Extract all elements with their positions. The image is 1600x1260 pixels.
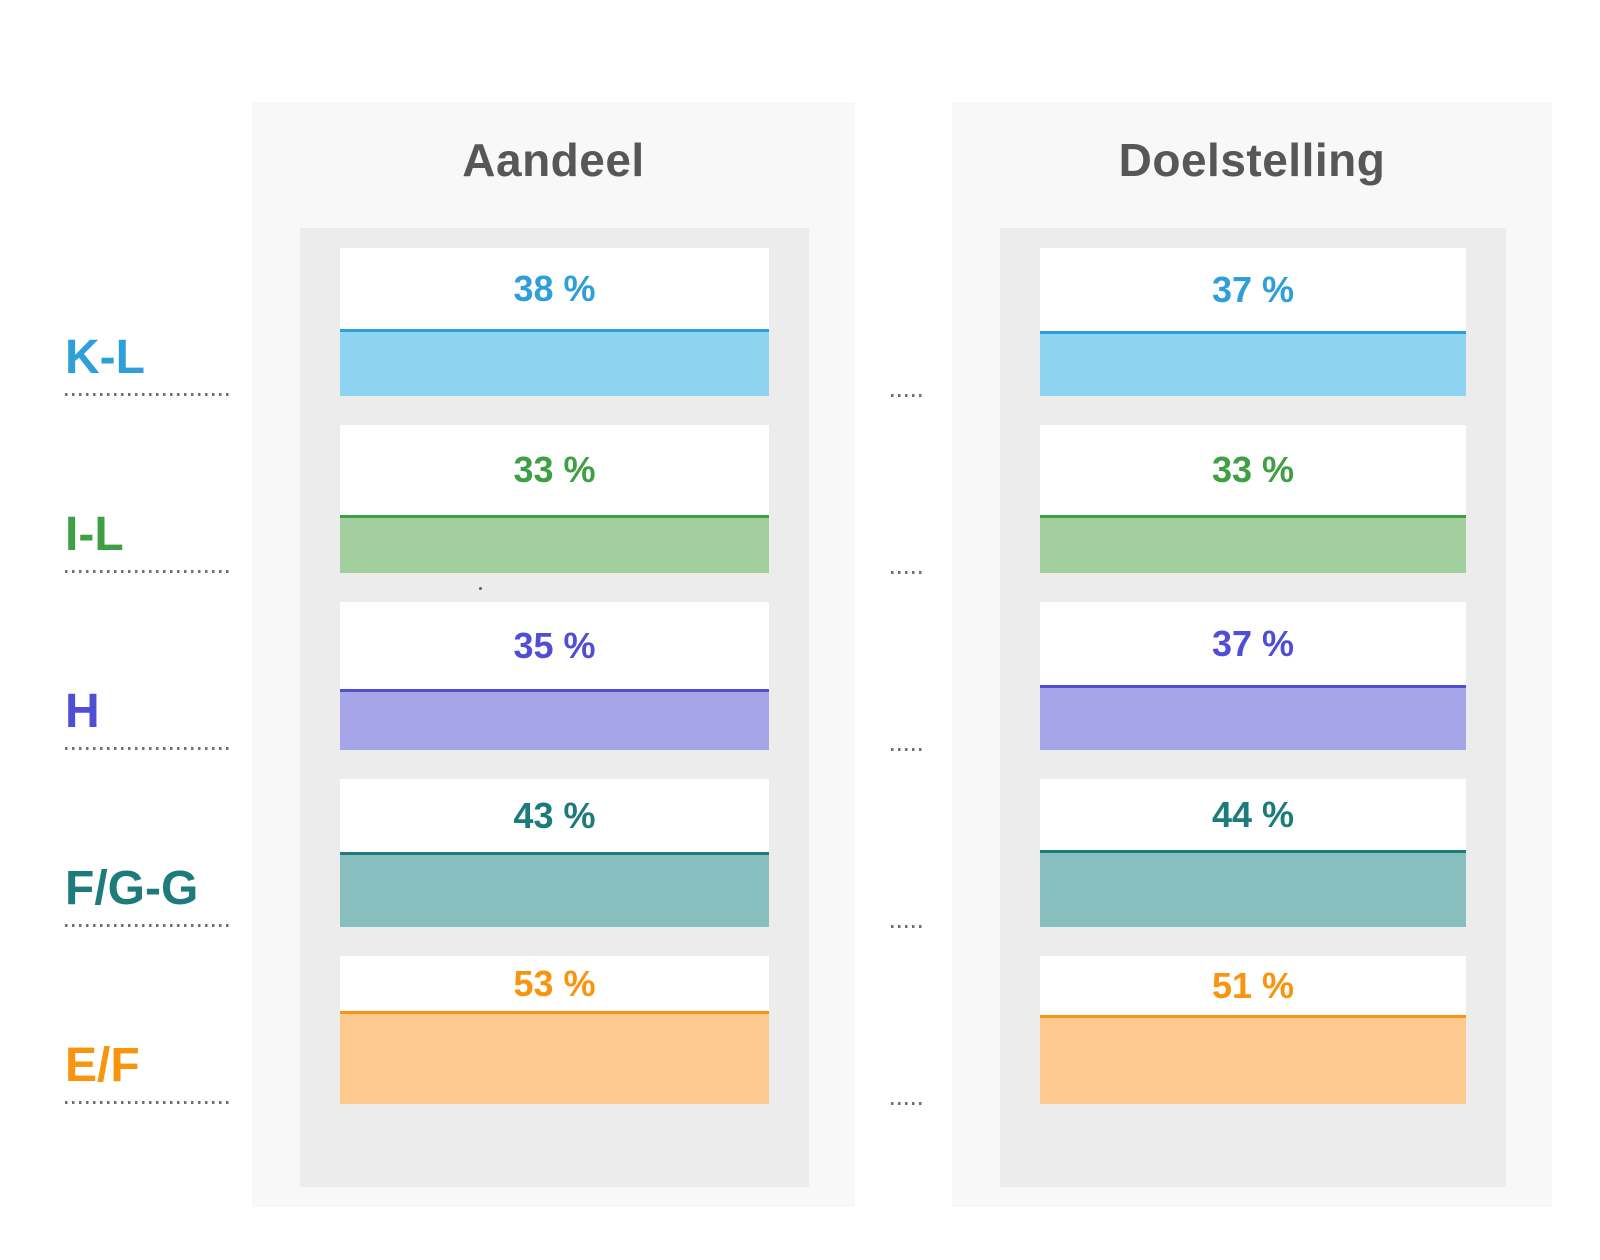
- percentage-bar: [1040, 515, 1466, 573]
- percentage-value: 43 %: [513, 794, 596, 836]
- category-label-row: E/F: [65, 956, 231, 1104]
- percentage-bar: [340, 1011, 769, 1104]
- percentage-value: 35 %: [513, 624, 596, 666]
- percentage-bar: [1040, 850, 1466, 927]
- category-label: K-L: [65, 331, 145, 384]
- connector-dotted-segment: [891, 748, 925, 751]
- value-card: 53 %: [340, 956, 769, 1104]
- label-leader-dotted-line: [65, 924, 231, 927]
- value-card: 37 %: [1040, 602, 1466, 750]
- connector-dotted-segment: [891, 394, 925, 397]
- percentage-value: 38 %: [513, 267, 596, 309]
- value-card: 33 %: [340, 425, 769, 573]
- connector-dotted-segment: [891, 1102, 925, 1105]
- panel-aandeel-chart-area: 38 % 33 % 35 % 43 % 53 %: [300, 228, 809, 1187]
- panel-doelstelling-title: Doelstelling: [1118, 134, 1386, 186]
- category-label: H: [65, 685, 100, 738]
- category-label-row: H: [65, 602, 231, 750]
- percentage-value: 33 %: [1211, 449, 1295, 490]
- label-leader-dotted-line: [65, 393, 231, 396]
- value-card: 37 %: [1040, 248, 1466, 396]
- category-labels-column: K-L I-L H F/G-G E/F: [65, 248, 231, 1133]
- label-leader-dotted-line: [65, 570, 231, 573]
- category-label-row: F/G-G: [65, 779, 231, 927]
- value-card: 44 %: [1040, 779, 1466, 927]
- percentage-value: 44 %: [1211, 793, 1295, 835]
- panel-doelstelling: Doelstelling 37 % 33 % 37 % 44 % 51 %: [952, 102, 1552, 1207]
- percentage-value: 33 %: [513, 449, 596, 490]
- panel-aandeel-title: Aandeel: [462, 134, 645, 186]
- category-label: I-L: [65, 508, 124, 561]
- category-label: E/F: [65, 1039, 140, 1092]
- panel-doelstelling-chart-area: 37 % 33 % 37 % 44 % 51 %: [1000, 228, 1506, 1187]
- value-card: 43 %: [340, 779, 769, 927]
- percentage-value: 37 %: [1211, 622, 1295, 664]
- stray-dot-artifact: [479, 587, 482, 590]
- percentage-bar: [340, 852, 769, 927]
- connector-dotted-segment: [891, 571, 925, 574]
- value-card: 33 %: [1040, 425, 1466, 573]
- value-card: 38 %: [340, 248, 769, 396]
- percentage-bar: [340, 515, 769, 573]
- percentage-bar: [340, 329, 769, 396]
- percentage-bar: [1040, 1015, 1466, 1104]
- connector-dotted-segment: [891, 925, 925, 928]
- percentage-value: 53 %: [513, 962, 596, 1004]
- category-label: F/G-G: [65, 862, 199, 915]
- value-card: 35 %: [340, 602, 769, 750]
- label-leader-dotted-line: [65, 747, 231, 750]
- percentage-bar: [340, 689, 769, 750]
- category-label-row: K-L: [65, 248, 231, 396]
- percentage-bar: [1040, 331, 1466, 396]
- percentage-value: 37 %: [1211, 268, 1295, 310]
- percentage-bar: [1040, 685, 1466, 750]
- percentage-value: 51 %: [1211, 964, 1295, 1006]
- label-leader-dotted-line: [65, 1101, 231, 1104]
- panel-aandeel: Aandeel 38 % 33 % 35 % 43 % 53 %: [252, 102, 855, 1207]
- value-card: 51 %: [1040, 956, 1466, 1104]
- category-label-row: I-L: [65, 425, 231, 573]
